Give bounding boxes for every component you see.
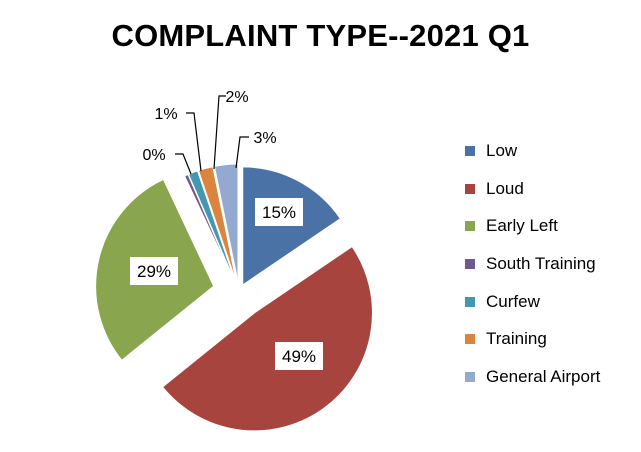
- legend-label: General Airport: [486, 366, 601, 386]
- legend-item: Training: [465, 320, 635, 358]
- legend-item: South Training: [465, 245, 635, 283]
- callout-line: [213, 95, 226, 170]
- legend-label: South Training: [486, 253, 596, 273]
- legend-swatch: [465, 258, 475, 269]
- pie-slice-curfew: [187, 170, 236, 283]
- legend-label: Loud: [486, 178, 524, 198]
- data-label: 0%: [142, 147, 165, 164]
- legend-swatch: [465, 145, 475, 156]
- legend-label: Early Left: [486, 216, 558, 236]
- legend-label: Curfew: [486, 291, 540, 311]
- legend-item: General Airport: [465, 358, 635, 396]
- data-label: 29%: [137, 262, 171, 281]
- legend-label: Low: [486, 140, 518, 160]
- data-label-box: [130, 257, 178, 285]
- legend-item: Loud: [465, 170, 635, 208]
- data-label: 49%: [282, 347, 316, 366]
- callout-line: [235, 136, 249, 169]
- data-label-box: [275, 342, 323, 370]
- pie-slice-south-training: [183, 173, 236, 284]
- legend-swatch: [465, 183, 475, 194]
- data-label: 3%: [253, 130, 276, 147]
- callout-line: [186, 112, 202, 172]
- legend-swatch: [465, 334, 475, 345]
- data-label-box: [255, 198, 303, 226]
- legend: Low Loud Early Left South Training Curfew Tra…: [465, 132, 635, 396]
- pie-slice-loud: [161, 245, 373, 432]
- data-label: 2%: [225, 89, 248, 106]
- legend-swatch: [465, 371, 475, 382]
- chart-title: COMPLAINT TYPE--2021 Q1: [111, 18, 530, 53]
- pie-slice-training: [197, 166, 237, 283]
- data-label: 1%: [154, 106, 177, 123]
- callout-line: [175, 153, 192, 175]
- legend-item: Low: [465, 132, 635, 170]
- legend-label: Training: [486, 329, 547, 349]
- legend-swatch: [465, 221, 475, 232]
- legend-swatch: [465, 296, 475, 307]
- data-label: 15%: [262, 203, 296, 222]
- legend-item: Curfew: [465, 283, 635, 321]
- legend-item: Early Left: [465, 207, 635, 245]
